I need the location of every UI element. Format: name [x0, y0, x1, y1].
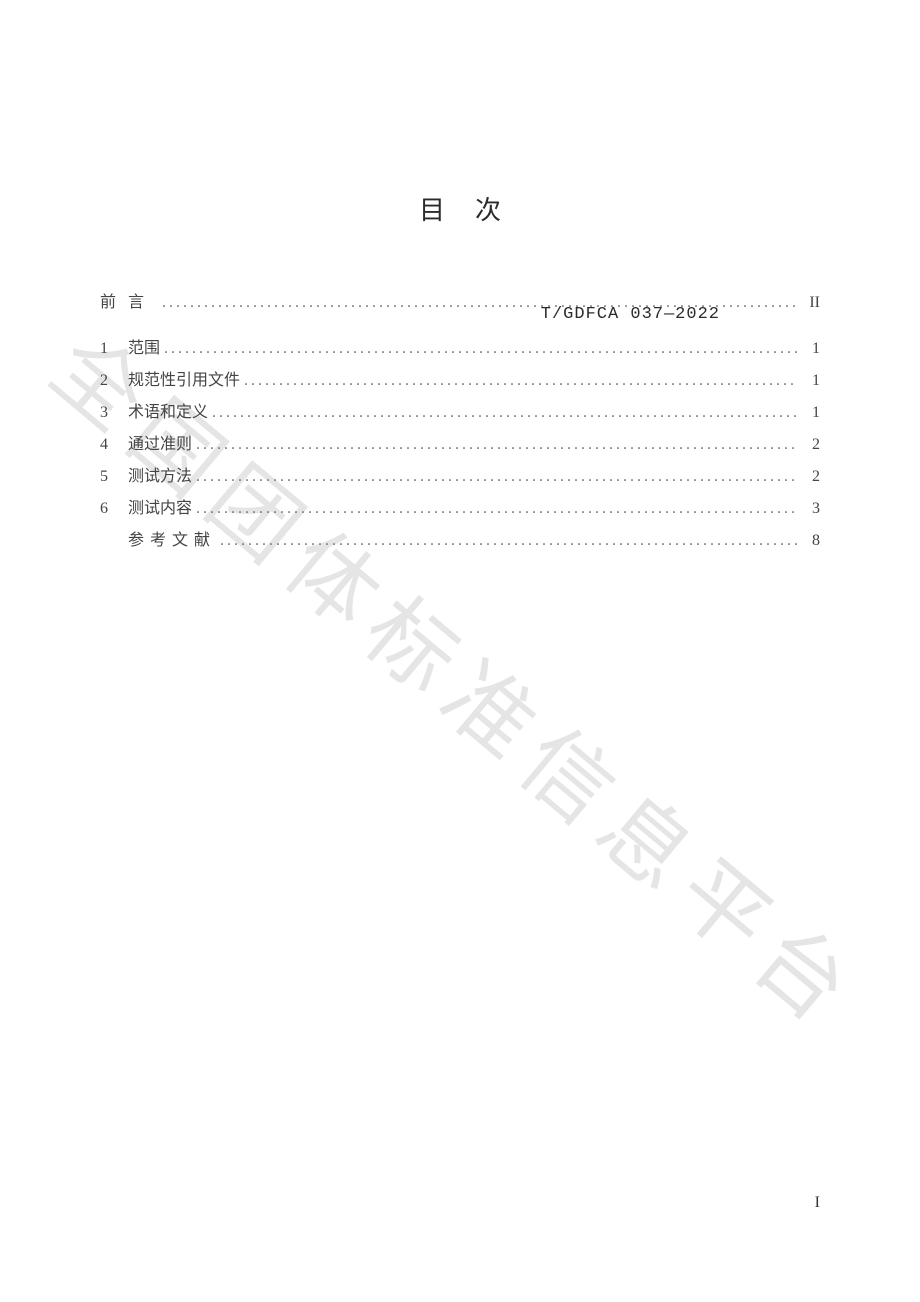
toc-entry-page: 3 [798, 493, 820, 525]
toc-row: 参考文献 8 [100, 525, 820, 557]
toc-leader-dots [192, 461, 798, 493]
toc-entry-label: 测试方法 [128, 461, 192, 493]
toc-row: 6测试内容 3 [100, 493, 820, 525]
toc-entry-page: 1 [798, 397, 820, 429]
toc-entry-number: 6 [100, 493, 128, 525]
toc-leader-dots [240, 365, 798, 397]
toc-row: 4通过准则 2 [100, 429, 820, 461]
toc-entry-number: 1 [100, 333, 128, 365]
toc-entry-number: 4 [100, 429, 128, 461]
toc-entry-label: 通过准则 [128, 429, 192, 461]
toc-entry-page: 8 [798, 525, 820, 557]
table-of-contents: 前言II1范围12规范性引用文件13术语和定义14通过准则25测试方法26测试内… [100, 287, 820, 557]
toc-entry-label: 测试内容 [128, 493, 192, 525]
toc-leader-dots [160, 333, 798, 365]
toc-entry-page: 2 [798, 461, 820, 493]
toc-entry-label: 术语和定义 [128, 397, 208, 429]
page-number: I [815, 1194, 820, 1212]
toc-entry-label: 参考文献 [128, 525, 216, 557]
toc-entry-label: 范围 [128, 333, 160, 365]
toc-entry-page: 2 [798, 429, 820, 461]
toc-entry-label: 言 [128, 287, 158, 319]
toc-entry-number: 3 [100, 397, 128, 429]
toc-leader-dots [192, 493, 798, 525]
toc-leader-dots [192, 429, 798, 461]
toc-leader-dots [216, 525, 798, 557]
toc-entry-number: 2 [100, 365, 128, 397]
toc-row: 5测试方法 2 [100, 461, 820, 493]
toc-entry-page: II [798, 287, 820, 319]
document-code: T/GDFCA 037—2022 [541, 305, 720, 324]
toc-entry-label: 规范性引用文件 [128, 365, 240, 397]
toc-entry-number: 前 [100, 287, 128, 319]
toc-entry-number: 5 [100, 461, 128, 493]
toc-row: 1范围1 [100, 333, 820, 365]
toc-row: 3术语和定义 1 [100, 397, 820, 429]
toc-row: 2规范性引用文件 1 [100, 365, 820, 397]
toc-leader-dots [208, 397, 798, 429]
toc-title: 目次 [100, 190, 820, 227]
toc-entry-page: 1 [798, 365, 820, 397]
toc-entry-page: 1 [798, 333, 820, 365]
